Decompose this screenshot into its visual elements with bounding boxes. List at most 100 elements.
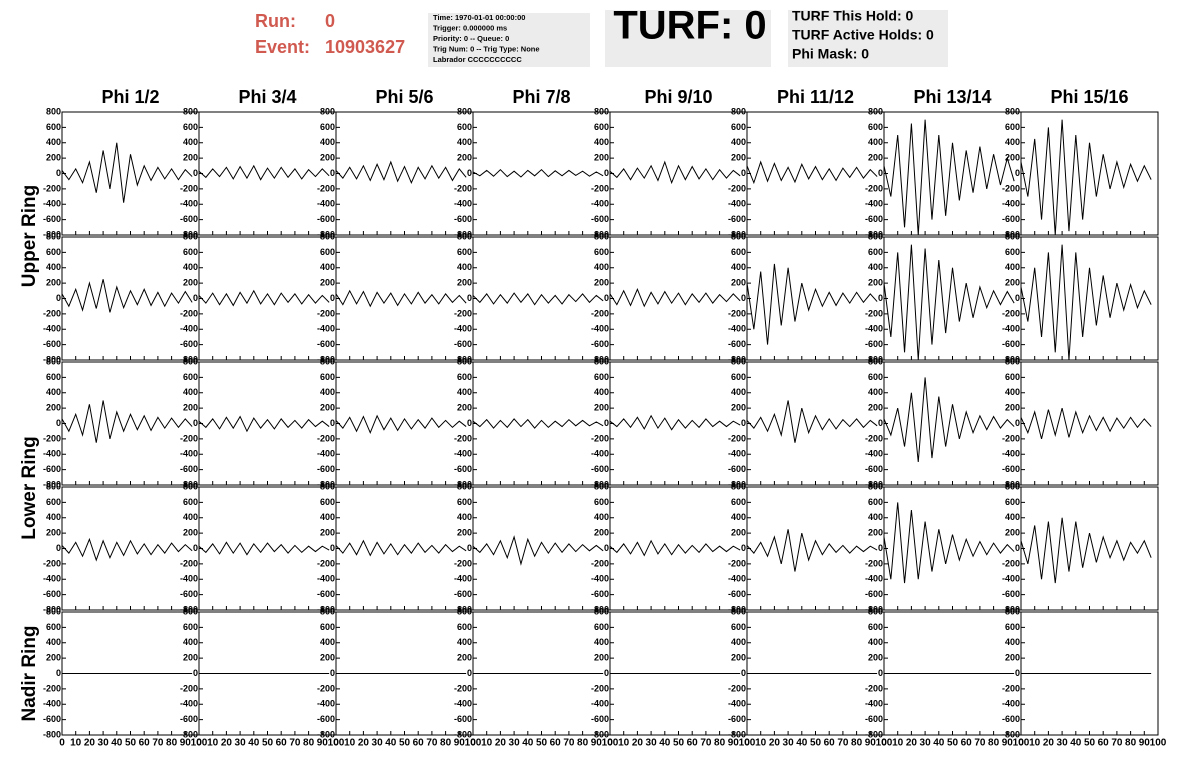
y-tick-label: -200	[1002, 683, 1020, 693]
y-tick-label: 600	[731, 497, 746, 507]
y-tick-label: -400	[180, 199, 198, 209]
y-tick-label: 400	[594, 137, 609, 147]
y-tick-label: -800	[317, 354, 335, 364]
y-tick-label: 0	[193, 668, 198, 678]
y-tick-label: 600	[320, 497, 335, 507]
y-tick-label: 0	[878, 168, 883, 178]
y-tick-label: -200	[591, 308, 609, 318]
y-tick-label: 800	[731, 606, 746, 616]
y-tick-label: -400	[1002, 324, 1020, 334]
waveform	[1020, 119, 1152, 236]
y-tick-label: -800	[591, 229, 609, 239]
x-tick-label: 90	[865, 738, 877, 749]
y-tick-label: -800	[43, 729, 61, 739]
y-tick-label: 0	[56, 168, 61, 178]
y-tick-label: -600	[43, 464, 61, 474]
waveform	[335, 539, 467, 557]
waveform	[746, 263, 878, 345]
panel-frame	[61, 236, 200, 361]
y-tick-label: -200	[865, 558, 883, 568]
y-tick-label: 600	[320, 372, 335, 382]
y-tick-label: 200	[183, 653, 198, 663]
y-tick-label: 400	[868, 387, 883, 397]
y-tick-label: 600	[46, 372, 61, 382]
y-tick-label: -600	[865, 214, 883, 224]
x-tick-label: 90	[591, 738, 603, 749]
x-tick-label: 60	[139, 738, 151, 749]
y-tick-label: 0	[193, 418, 198, 428]
y-tick-label: -800	[865, 354, 883, 364]
y-tick-label: 400	[1005, 262, 1020, 272]
y-tick-label: -400	[865, 574, 883, 584]
x-tick-label: 10	[344, 738, 356, 749]
y-tick-label: -200	[728, 183, 746, 193]
y-tick-label: 400	[868, 512, 883, 522]
y-tick-label: 200	[183, 403, 198, 413]
y-tick-label: 0	[1015, 418, 1020, 428]
turf-info-line: TURF This Hold: 0	[792, 8, 914, 24]
panel-frame	[198, 486, 337, 611]
x-tick-label: 90	[1002, 738, 1014, 749]
y-tick-label: -400	[591, 574, 609, 584]
y-tick-label: -800	[728, 229, 746, 239]
y-tick-label: 400	[1005, 137, 1020, 147]
ring-label: Nadir Ring	[19, 625, 40, 721]
y-tick-label: 400	[868, 137, 883, 147]
panel-frame	[335, 236, 474, 361]
y-tick-label: -400	[454, 324, 472, 334]
y-tick-label: -800	[728, 729, 746, 739]
y-tick-label: 200	[868, 278, 883, 288]
y-tick-label: -800	[591, 604, 609, 614]
y-tick-label: -600	[454, 589, 472, 599]
y-tick-label: -800	[454, 229, 472, 239]
info-box	[428, 13, 590, 67]
ring-label: Upper Ring	[19, 185, 40, 287]
y-tick-label: 800	[731, 356, 746, 366]
y-tick-label: 200	[1005, 528, 1020, 538]
y-tick-label: 200	[320, 278, 335, 288]
y-tick-label: 400	[594, 387, 609, 397]
x-tick-label: 60	[276, 738, 288, 749]
x-tick-label: 30	[920, 738, 932, 749]
turf-info-box	[788, 10, 948, 67]
y-tick-label: 400	[457, 137, 472, 147]
x-tick-label: 20	[358, 738, 370, 749]
waveform	[61, 142, 193, 203]
turf-info-line: TURF Active Holds: 0	[792, 27, 934, 43]
y-tick-label: -400	[591, 324, 609, 334]
x-tick-label: 90	[454, 738, 466, 749]
event-value: 10903627	[325, 37, 405, 57]
y-tick-label: 400	[594, 512, 609, 522]
y-tick-label: -200	[1002, 558, 1020, 568]
x-tick-label: 60	[1098, 738, 1110, 749]
y-tick-label: -800	[454, 479, 472, 489]
x-tick-label: 0	[744, 738, 750, 749]
x-tick-label: 50	[810, 738, 822, 749]
y-tick-label: -400	[454, 449, 472, 459]
y-tick-label: -400	[43, 324, 61, 334]
y-tick-label: 600	[320, 622, 335, 632]
y-tick-label: 200	[1005, 153, 1020, 163]
info-line: Trigger: 0.000000 ms	[433, 23, 507, 32]
y-tick-label: -600	[43, 339, 61, 349]
y-tick-label: 0	[330, 668, 335, 678]
y-tick-label: -800	[317, 479, 335, 489]
column-title: Phi 7/8	[512, 87, 570, 107]
panel-frame	[198, 111, 337, 236]
y-tick-label: 400	[46, 637, 61, 647]
x-tick-label: 80	[851, 738, 863, 749]
x-tick-label: 40	[522, 738, 534, 749]
waveform	[472, 418, 604, 429]
x-tick-label: 0	[470, 738, 476, 749]
y-tick-label: 600	[46, 122, 61, 132]
ring-label: Lower Ring	[19, 436, 40, 539]
y-tick-label: -800	[43, 604, 61, 614]
y-tick-label: 400	[320, 262, 335, 272]
y-tick-label: -600	[180, 714, 198, 724]
y-tick-label: 400	[1005, 387, 1020, 397]
y-tick-label: 0	[56, 293, 61, 303]
y-tick-label: 400	[731, 512, 746, 522]
x-tick-label: 60	[687, 738, 699, 749]
x-tick-label: 40	[111, 738, 123, 749]
y-tick-label: 800	[320, 356, 335, 366]
